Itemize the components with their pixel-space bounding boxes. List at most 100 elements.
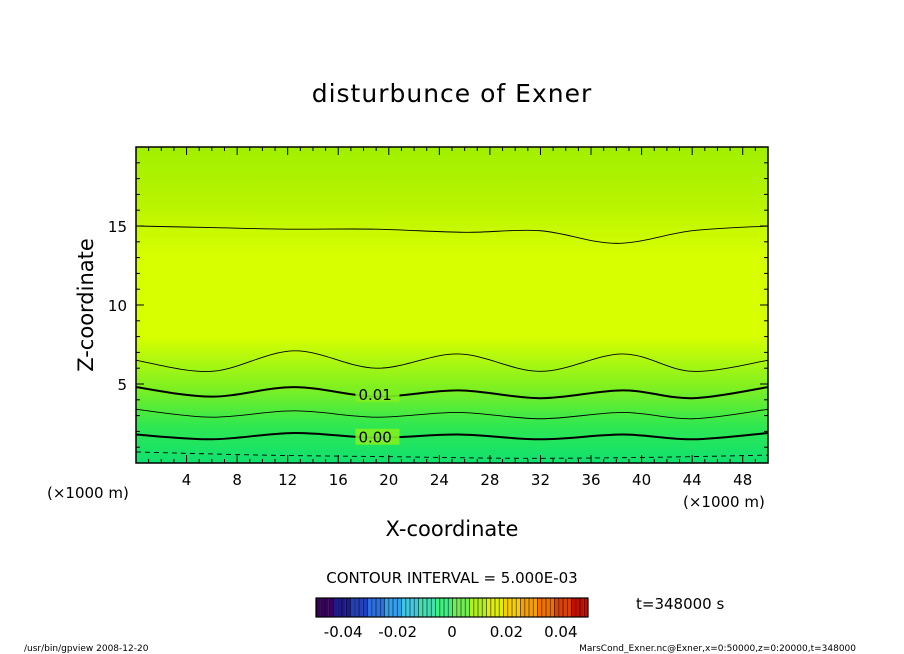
colorbar-cell [528, 598, 533, 617]
colorbar-cell [486, 598, 491, 617]
colorbar-cell [511, 598, 516, 617]
colorbar-cell [541, 598, 546, 617]
colorbar-cell [375, 598, 380, 617]
colorbar-cell [558, 598, 563, 617]
colorbar-tick-label: 0.04 [544, 623, 577, 641]
colorbar-cell [554, 598, 559, 617]
colorbar-cell [320, 598, 325, 617]
colorbar-cell [562, 598, 567, 617]
contour-label: 0.00 [358, 429, 391, 447]
footer-right: MarsCond_Exner.nc@Exner,x=0:50000,z=0:20… [579, 644, 856, 654]
x-tick-label: 36 [581, 471, 600, 489]
colorbar-cell [345, 598, 350, 617]
x-tick-label: 44 [683, 471, 702, 489]
colorbar-cell [456, 598, 461, 617]
colorbar-cell [524, 598, 529, 617]
colorbar-cell [422, 598, 427, 617]
contour-line-4 [136, 408, 768, 420]
x-tick-label: 28 [480, 471, 499, 489]
y-tick-label: 5 [117, 376, 127, 394]
colorbar-cell [571, 598, 576, 617]
colorbar-cell [583, 598, 588, 617]
colorbar-cell [396, 598, 401, 617]
axis-ticks [136, 147, 768, 463]
contour-line-1 [136, 225, 768, 244]
x-unit-label-right: (×1000 m) [683, 493, 765, 511]
colorbar-cell [413, 598, 418, 617]
colorbar-cell [384, 598, 389, 617]
colorbar-frame [315, 597, 589, 618]
colorbar-tick-label: 0.02 [490, 623, 523, 641]
contour-label-bg [355, 386, 400, 403]
colorbar-cell [460, 598, 465, 617]
colorbar-cell [452, 598, 457, 617]
colorbar-cell [464, 598, 469, 617]
contour-labels: 0.01 0.00 [355, 386, 400, 447]
contour-lines [136, 225, 768, 459]
colorbar-cell [507, 598, 512, 617]
colorbar-cell [426, 598, 431, 617]
colorbar-cell [418, 598, 423, 617]
y-tick-label: 10 [108, 297, 127, 315]
colorbar-cell [354, 598, 359, 617]
colorbar-cell [316, 598, 321, 617]
x-tick-labels: 4 8 12 16 20 24 28 32 36 40 44 48 [182, 471, 752, 489]
colorbar-cell [481, 598, 486, 617]
colorbar-cell [498, 598, 503, 617]
contour-fill [136, 147, 768, 463]
chart-title: disturbunce of Exner [312, 79, 593, 108]
colorbar-cell [549, 598, 554, 617]
colorbar-cell [409, 598, 414, 617]
colorbar-cell [430, 598, 435, 617]
contour-line-5 [136, 431, 768, 441]
colorbar-cell [333, 598, 338, 617]
colorbar-cell [520, 598, 525, 617]
x-tick-label: 16 [329, 471, 348, 489]
colorbar-cell [473, 598, 478, 617]
colorbar-cell [443, 598, 448, 617]
colorbar-cell [379, 598, 384, 617]
colorbar-cell [401, 598, 406, 617]
colorbar-tick-label: -0.04 [324, 623, 363, 641]
colorbar-cell [367, 598, 372, 617]
colorbar-cell [392, 598, 397, 617]
x-tick-label: 12 [278, 471, 297, 489]
colorbar-cell [532, 598, 537, 617]
colorbar-cell [371, 598, 376, 617]
colorbar-cell [537, 598, 542, 617]
colorbar-cell [405, 598, 410, 617]
colorbar-cell [324, 598, 329, 617]
x-tick-label: 20 [379, 471, 398, 489]
colorbar [315, 597, 589, 618]
colorbar-cell [388, 598, 393, 617]
x-unit-label-left: (×1000 m) [47, 484, 129, 502]
colorbar-cell [341, 598, 346, 617]
colorbar-cell [490, 598, 495, 617]
colorbar-cell [515, 598, 520, 617]
time-label: t=348000 s [636, 595, 724, 613]
x-tick-label: 4 [182, 471, 192, 489]
colorbar-cell [545, 598, 550, 617]
colorbar-cell [350, 598, 355, 617]
colorbar-cell [579, 598, 584, 617]
x-axis-title: X-coordinate [386, 517, 519, 541]
colorbar-cell [435, 598, 440, 617]
contour-label: 0.01 [358, 386, 391, 404]
colorbar-cell [328, 598, 333, 617]
colorbar-cell [337, 598, 342, 617]
colorbar-tick-labels: -0.04 -0.02 0 0.02 0.04 [324, 623, 578, 641]
y-tick-labels: 5 10 15 [108, 218, 127, 394]
contour-interval-text: CONTOUR INTERVAL = 5.000E-03 [326, 569, 577, 587]
colorbar-cell [358, 598, 363, 617]
colorbar-cell [362, 598, 367, 617]
y-axis-title: Z-coordinate [74, 238, 98, 372]
colorbar-tick-label: -0.02 [378, 623, 417, 641]
colorbar-cell [503, 598, 508, 617]
colorbar-cell [477, 598, 482, 617]
contour-line-3 [136, 386, 768, 400]
colorbar-cell [566, 598, 571, 617]
colorbar-cell [469, 598, 474, 617]
contour-line-6 [136, 451, 768, 459]
